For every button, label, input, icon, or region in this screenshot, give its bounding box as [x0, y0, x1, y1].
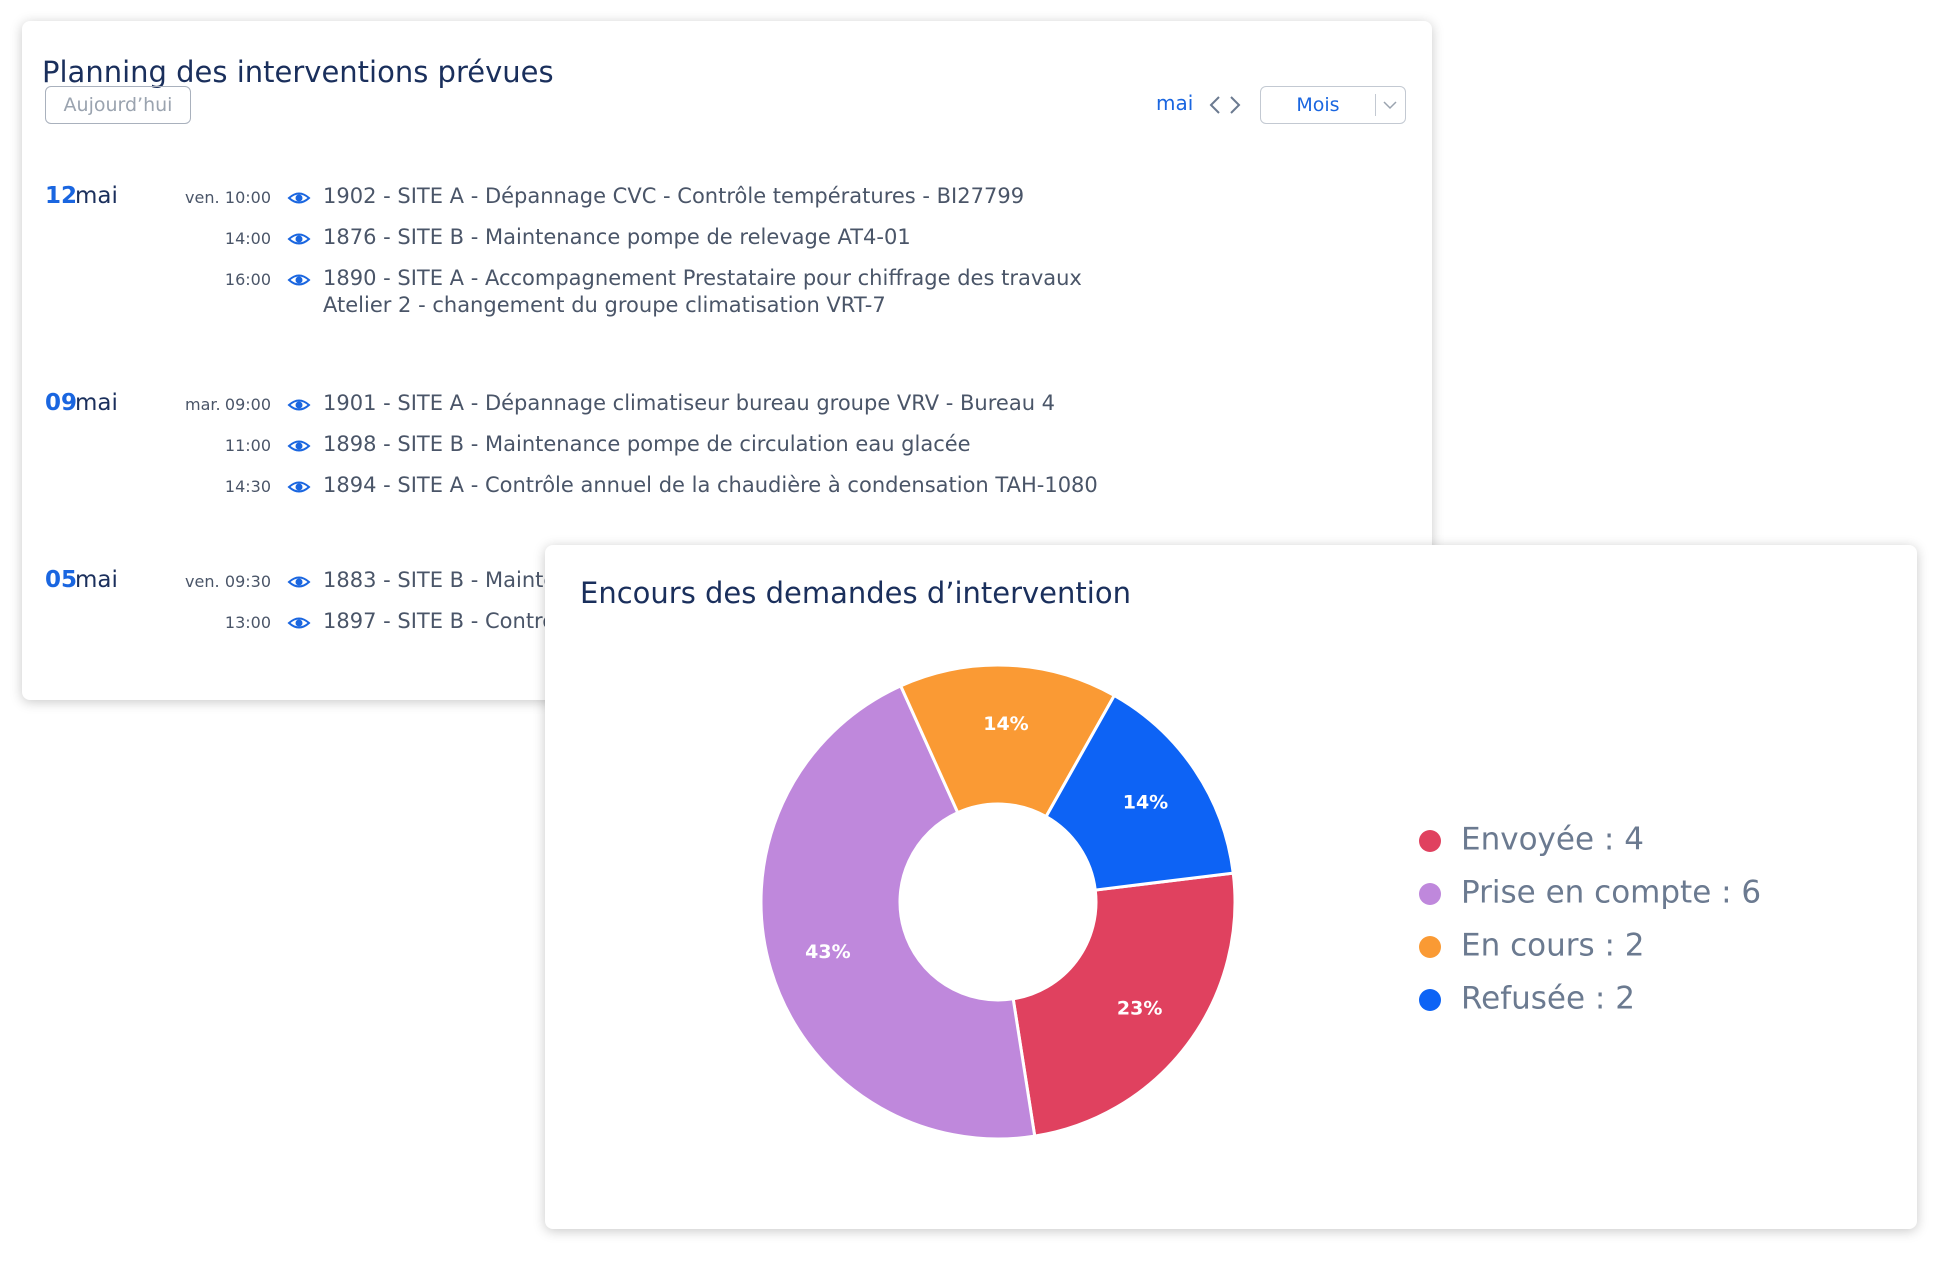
view-icon[interactable] — [287, 190, 311, 206]
view-icon[interactable] — [287, 231, 311, 247]
item-text: Atelier 2 - changement du groupe climati… — [323, 293, 886, 317]
slice-label: 14% — [983, 713, 1028, 735]
view-icon[interactable] — [287, 574, 311, 590]
day-month: mai — [75, 567, 118, 593]
slice-label: 14% — [1123, 792, 1168, 814]
chart-title: Encours des demandes d’intervention — [580, 576, 1131, 610]
item-text: 1894 - SITE A - Contrôle annuel de la ch… — [323, 473, 1098, 497]
select-caret — [1383, 101, 1397, 110]
view-select[interactable]: Mois — [1260, 86, 1406, 124]
legend-label: Envoyée : 4 — [1461, 822, 1644, 858]
item-text: 1897 - SITE B - Contrôl — [323, 609, 561, 633]
month-label: mai — [1156, 91, 1194, 115]
slice-label: 43% — [805, 941, 850, 963]
chart-card: Encours des demandes d’intervention 23% 4… — [545, 545, 1917, 1229]
legend-marker — [1419, 883, 1441, 905]
planning-title: Planning des interventions prévues — [42, 55, 554, 89]
item-text: 1883 - SITE B - Mainte — [323, 568, 557, 592]
item-time: 16:00 — [224, 270, 271, 289]
view-select-label: Mois — [1296, 94, 1340, 116]
day-number: 05 — [45, 567, 78, 593]
weekday: ven. — [185, 572, 220, 591]
view-icon[interactable] — [287, 397, 311, 413]
donut-slice — [898, 663, 1117, 819]
view-icon[interactable] — [287, 479, 311, 495]
view-icon[interactable] — [287, 438, 311, 454]
view-icon[interactable] — [287, 615, 311, 631]
item-time: 10:00 — [224, 188, 271, 207]
item-time: 09:00 — [224, 395, 271, 414]
view-icon[interactable] — [287, 272, 311, 288]
weekday: mar. — [185, 395, 221, 414]
chart: Encours des demandes d’intervention 23% 4… — [580, 576, 1761, 1141]
legend-label: Refusée : 2 — [1461, 981, 1635, 1017]
item-time: 14:00 — [224, 229, 271, 248]
legend-marker — [1419, 936, 1441, 958]
item-text: 1876 - SITE B - Maintenance pompe de rel… — [323, 225, 911, 249]
item-time: 13:00 — [224, 613, 271, 632]
legend-label: Prise en compte : 6 — [1461, 875, 1761, 911]
day-number: 09 — [45, 390, 78, 416]
day-month: mai — [75, 390, 118, 416]
item-time: 11:00 — [224, 436, 271, 455]
legend-marker — [1419, 830, 1441, 852]
donut-slice — [759, 683, 1037, 1141]
slice-label: 23% — [1117, 997, 1162, 1019]
item-text: 1890 - SITE A - Accompagnement Prestatai… — [323, 266, 1082, 290]
day-month: mai — [75, 183, 118, 209]
item-time: 09:30 — [224, 572, 271, 591]
donut-slice — [1011, 871, 1237, 1138]
legend-marker — [1419, 989, 1441, 1011]
nav-arrows[interactable] — [1207, 93, 1243, 117]
item-text: 1898 - SITE B - Maintenance pompe de cir… — [323, 432, 971, 456]
day-number: 12 — [45, 183, 78, 209]
legend-label: En cours : 2 — [1461, 928, 1645, 964]
donut-slice — [1044, 693, 1235, 892]
item-text: 1902 - SITE A - Dépannage CVC - Contrôle… — [323, 184, 1025, 208]
today-button[interactable]: Aujourd’hui — [45, 86, 191, 124]
weekday: ven. — [185, 188, 220, 207]
select-divider — [1375, 94, 1376, 116]
item-time: 14:30 — [224, 477, 271, 496]
item-text: 1901 - SITE A - Dépannage climatiseur bu… — [323, 391, 1056, 415]
